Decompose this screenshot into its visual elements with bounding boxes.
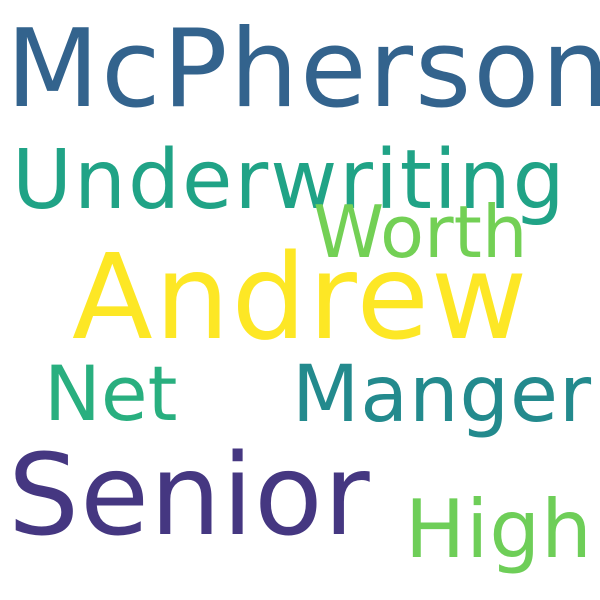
word-underwriting: Underwriting xyxy=(12,133,567,228)
word-net: Net xyxy=(44,349,178,438)
word-mcpherson: McPherson xyxy=(6,7,600,132)
word-senior: Senior xyxy=(8,431,371,561)
word-andrew: Andrew xyxy=(72,228,530,366)
word-worth: Worth xyxy=(313,190,528,274)
word-manger: Manger xyxy=(292,350,593,440)
word-high: High xyxy=(405,483,593,576)
